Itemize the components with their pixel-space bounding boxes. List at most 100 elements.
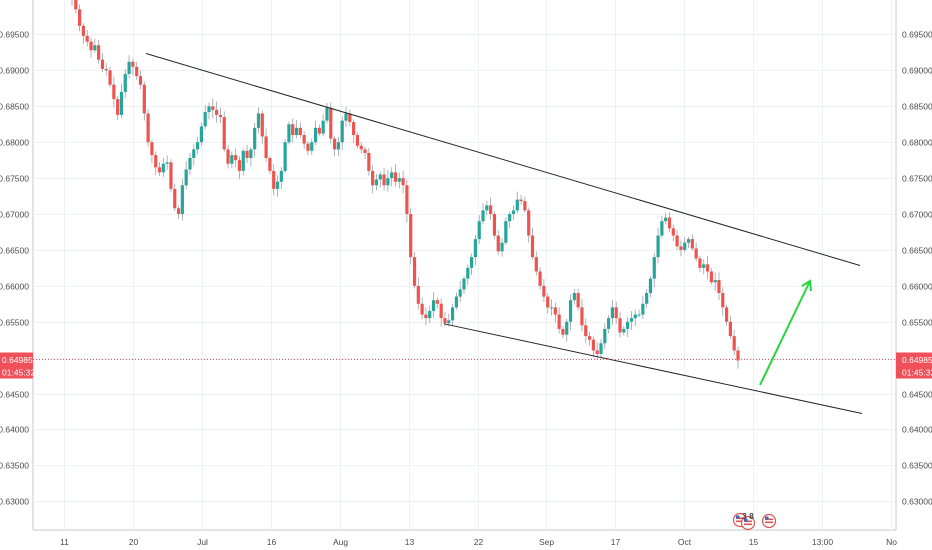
event-icon[interactable]: [740, 515, 756, 531]
candle-body: [511, 210, 516, 215]
current-price-marker: 0.64985 01:45:32 0.64985 01:45:32: [0, 352, 932, 379]
y-tick-label[interactable]: 0.64000: [902, 425, 932, 435]
price-badge: [896, 352, 932, 367]
x-tick-label[interactable]: 17: [611, 537, 621, 547]
candle-body: [112, 84, 116, 100]
candle-body: [538, 271, 542, 286]
candle: [481, 202, 485, 225]
candle: [119, 83, 124, 119]
candle-body: [637, 314, 641, 316]
flag-canton: [736, 515, 740, 519]
y-tick-label[interactable]: 0.69500: [902, 30, 932, 40]
candle-body: [340, 120, 344, 143]
y-tick-label[interactable]: 0.68000: [902, 138, 932, 148]
candle: [561, 326, 565, 339]
y-tick-label[interactable]: 0.67500: [902, 174, 932, 184]
candle: [371, 165, 375, 194]
x-tick-label[interactable]: No: [886, 537, 897, 547]
candle-body: [477, 221, 481, 240]
candle-body: [116, 99, 120, 115]
candle: [310, 138, 314, 155]
candle: [717, 272, 721, 301]
candle-body: [211, 106, 215, 110]
candle-body: [207, 106, 211, 113]
y-tick-label[interactable]: 0.63000: [902, 497, 932, 507]
candle: [721, 287, 725, 316]
x-tick-label[interactable]: 11: [60, 537, 69, 547]
candle-body: [374, 179, 379, 186]
candle: [176, 205, 181, 219]
candle-body: [108, 70, 112, 85]
candle-body: [355, 135, 360, 146]
price-badge-text: 0.64985: [902, 355, 932, 365]
candle: [587, 332, 592, 346]
candle: [237, 156, 242, 180]
candle-body: [534, 257, 538, 272]
candle: [135, 61, 139, 80]
flag-stripe: [744, 523, 752, 526]
candle-body: [336, 142, 340, 150]
right-price-axis[interactable]: 0.69500 0.69000 0.68500 0.68000 0.67500 0.670…: [902, 30, 932, 507]
candle-body: [702, 264, 706, 268]
left-price-axis: 0.69500 0.69000 0.68500 0.68000 0.67500 0.670…: [0, 30, 29, 507]
y-tick-label[interactable]: 0.67000: [902, 210, 932, 220]
candle: [447, 313, 451, 327]
y-tick-label[interactable]: 0.68500: [902, 102, 932, 112]
y-tick-label[interactable]: 0.66000: [902, 282, 932, 292]
event-count-label[interactable]: 3 8: [742, 511, 754, 521]
candle: [645, 289, 649, 308]
candle: [568, 294, 573, 331]
candle: [195, 137, 200, 155]
y-tick-label[interactable]: 0.66500: [902, 246, 932, 256]
flag-canton: [765, 516, 769, 520]
event-icons[interactable]: 3 8: [732, 511, 777, 531]
x-tick-label[interactable]: 20: [129, 537, 139, 547]
y-tick-label[interactable]: 0.63500: [902, 461, 932, 471]
time-axis[interactable]: 11 20 Jul 16 Aug 13 22 Sep 17 Oct 15 13:00 No: [60, 537, 897, 547]
candle: [622, 326, 626, 336]
left-countdown-text: 01:45:32: [2, 368, 35, 378]
candle: [702, 259, 706, 275]
x-tick-label[interactable]: 13:00: [812, 537, 834, 547]
candle: [188, 153, 192, 175]
candle: [584, 318, 588, 343]
candle: [534, 251, 538, 276]
candle: [557, 307, 561, 334]
candle: [390, 167, 394, 187]
candle: [268, 155, 272, 175]
candle-body: [523, 201, 527, 211]
x-tick-label[interactable]: 22: [474, 537, 484, 547]
candle-body: [123, 73, 127, 92]
candle: [165, 155, 169, 171]
candle: [317, 124, 321, 136]
y-tick-label[interactable]: 0.65500: [902, 318, 932, 328]
candle: [405, 179, 409, 223]
x-tick-label[interactable]: Oct: [678, 537, 692, 547]
x-tick-label[interactable]: 15: [749, 537, 759, 547]
candle-body: [736, 350, 740, 361]
candle: [157, 162, 162, 177]
candle-body: [359, 145, 363, 150]
x-tick-label[interactable]: 13: [405, 537, 415, 547]
candle: [279, 167, 283, 190]
candle: [184, 161, 188, 190]
x-tick-label[interactable]: Jul: [197, 537, 208, 547]
x-tick-label[interactable]: Sep: [539, 537, 554, 547]
candle: [686, 236, 691, 249]
candle: [355, 132, 360, 149]
y-tick-label[interactable]: 0.69000: [902, 66, 932, 76]
candle: [610, 299, 615, 326]
x-tick-label[interactable]: Aug: [333, 537, 348, 547]
candle: [629, 311, 634, 330]
candle-body: [176, 208, 181, 215]
x-tick-label[interactable]: 16: [267, 537, 277, 547]
candle-body: [283, 142, 287, 171]
candle-body: [424, 314, 428, 319]
candle: [344, 106, 348, 127]
flag-stripe: [744, 520, 752, 523]
candle-body: [150, 142, 154, 156]
y-tick-label[interactable]: 0.64500: [902, 390, 932, 400]
event-icon[interactable]: [761, 513, 777, 529]
left-price-badge: [0, 352, 33, 367]
